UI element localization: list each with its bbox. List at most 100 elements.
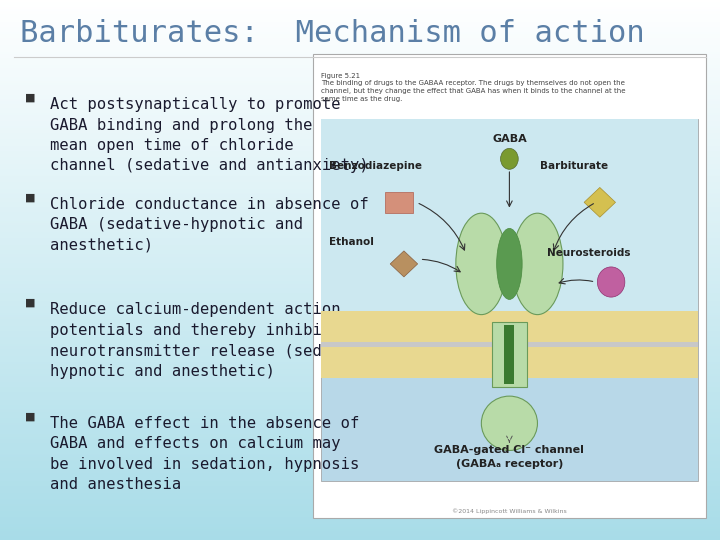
Bar — [0, 457, 720, 459]
FancyBboxPatch shape — [321, 119, 698, 481]
Bar — [0, 308, 720, 309]
Bar — [0, 151, 720, 153]
Bar — [0, 389, 720, 390]
Bar — [0, 374, 720, 376]
Bar — [0, 194, 720, 196]
Bar — [0, 93, 720, 96]
Bar — [0, 425, 720, 427]
Bar — [0, 317, 720, 319]
Text: The GABA effect in the absence of
GABA and effects on calcium may
be involved in: The GABA effect in the absence of GABA a… — [50, 416, 360, 492]
Bar — [0, 396, 720, 398]
Bar — [0, 409, 720, 410]
Bar — [0, 452, 720, 454]
Bar — [0, 394, 720, 396]
Bar — [0, 39, 720, 42]
Bar — [0, 312, 720, 313]
Bar — [0, 142, 720, 144]
Bar — [0, 508, 720, 509]
Bar — [0, 167, 720, 169]
Bar — [0, 11, 720, 12]
Text: Figure 5.21
The binding of drugs to the GABAA receptor. The drugs by themselves : Figure 5.21 The binding of drugs to the … — [321, 72, 626, 102]
Bar — [0, 486, 720, 488]
Bar — [0, 193, 720, 194]
Bar — [0, 329, 720, 331]
Bar — [0, 362, 720, 363]
Bar — [0, 22, 720, 23]
Bar — [0, 319, 720, 320]
Text: ©2014 Lippincott Williams & Wilkins: ©2014 Lippincott Williams & Wilkins — [452, 508, 567, 514]
Bar — [0, 169, 720, 171]
Bar — [0, 4, 720, 5]
Bar — [0, 349, 720, 351]
Bar — [0, 313, 720, 315]
Bar — [0, 104, 720, 106]
Bar — [0, 99, 720, 101]
Bar — [0, 254, 720, 255]
Bar — [0, 347, 720, 349]
Bar — [0, 265, 720, 266]
Bar — [0, 285, 720, 286]
Bar — [0, 282, 720, 285]
Bar — [0, 504, 720, 506]
Bar — [0, 450, 720, 452]
Bar — [0, 117, 720, 119]
Bar — [0, 61, 720, 63]
Bar — [0, 43, 720, 45]
Bar — [0, 200, 720, 201]
Bar — [0, 423, 720, 425]
Bar — [0, 184, 720, 185]
Bar — [0, 79, 720, 81]
Bar — [0, 477, 720, 479]
Bar — [0, 124, 720, 126]
Bar — [0, 459, 720, 461]
Bar — [0, 198, 720, 200]
Bar — [0, 511, 720, 513]
Bar — [0, 471, 720, 474]
Text: Ethanol: Ethanol — [328, 237, 374, 247]
Bar — [0, 417, 720, 420]
Bar — [0, 439, 720, 441]
Bar — [0, 92, 720, 93]
Bar — [0, 150, 720, 151]
Bar — [0, 65, 720, 66]
Bar — [0, 538, 720, 540]
Text: ■: ■ — [25, 193, 36, 203]
Bar — [0, 517, 720, 518]
Bar — [0, 268, 720, 270]
Bar — [0, 414, 720, 416]
Bar — [0, 236, 720, 238]
Bar — [0, 32, 720, 34]
Bar — [0, 157, 720, 158]
Bar — [0, 255, 720, 258]
Bar — [0, 191, 720, 193]
Bar — [0, 261, 720, 263]
Bar — [0, 250, 720, 252]
Bar — [0, 266, 720, 268]
Bar — [0, 128, 720, 130]
Bar — [0, 234, 720, 236]
Bar — [0, 447, 720, 448]
Bar — [0, 173, 720, 174]
Bar — [0, 441, 720, 443]
Text: ■: ■ — [25, 411, 36, 422]
Bar — [0, 322, 720, 324]
Bar — [0, 495, 720, 497]
Bar — [0, 464, 720, 466]
Bar — [0, 416, 720, 417]
Bar — [0, 342, 720, 344]
Bar — [0, 232, 720, 234]
Bar — [0, 146, 720, 147]
Bar — [0, 238, 720, 239]
Bar — [0, 119, 720, 120]
Bar — [0, 366, 720, 367]
Bar — [0, 454, 720, 455]
Bar — [0, 0, 720, 2]
Bar — [0, 58, 720, 59]
Bar — [0, 38, 720, 39]
Bar — [0, 90, 720, 92]
Bar — [0, 86, 720, 88]
Bar — [0, 295, 720, 297]
Bar — [0, 85, 720, 86]
Bar — [0, 506, 720, 508]
Bar — [0, 351, 720, 353]
